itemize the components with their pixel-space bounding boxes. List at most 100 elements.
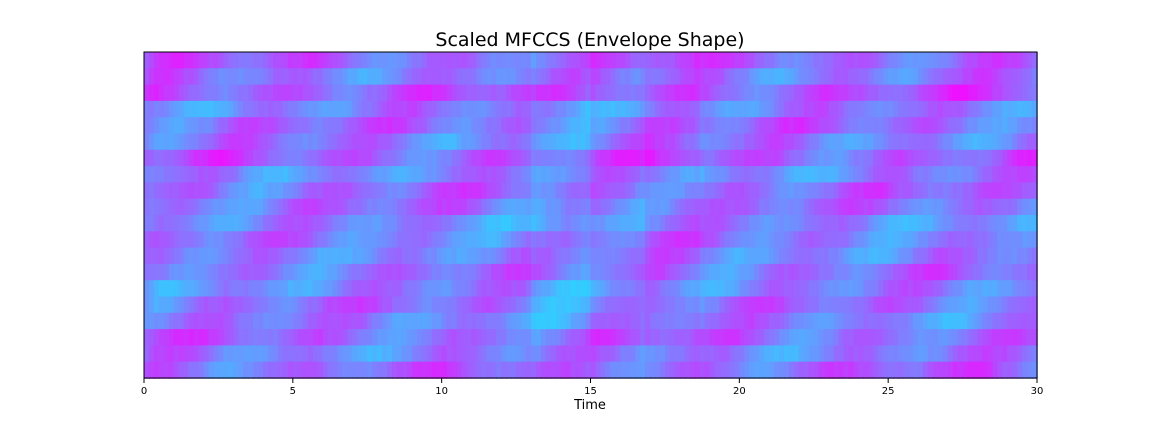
heatmap-cell [471, 133, 478, 151]
heatmap-cell [927, 263, 934, 281]
heatmap-cell [575, 52, 582, 70]
heatmap-cell [233, 100, 240, 118]
heatmap-cell [972, 182, 979, 200]
heatmap-cell [173, 215, 180, 233]
heatmap-cell [674, 133, 681, 151]
heatmap-cell [268, 345, 274, 363]
heatmap-cell [1007, 247, 1013, 265]
heatmap-cell [466, 84, 473, 102]
heatmap-cell [550, 345, 557, 363]
heatmap-cell [739, 117, 746, 135]
heatmap-cell [719, 312, 726, 330]
heatmap-cell [853, 215, 860, 233]
heatmap-cell [764, 100, 770, 118]
heatmap-cell [590, 247, 597, 265]
heatmap-cell [749, 361, 756, 379]
heatmap-cell [774, 361, 780, 379]
heatmap-cell [526, 329, 532, 347]
heatmap-cell [441, 149, 448, 167]
heatmap-cell [282, 100, 289, 118]
heatmap-cell [198, 68, 205, 86]
heatmap-cell [585, 247, 592, 265]
heatmap-cell [228, 100, 235, 118]
heatmap-cell [977, 84, 984, 102]
heatmap-cell [555, 84, 562, 102]
heatmap-cell [992, 280, 999, 298]
heatmap-cell [674, 84, 681, 102]
heatmap-cell [669, 247, 676, 265]
heatmap-cell [287, 263, 294, 281]
heatmap-cell [818, 280, 825, 298]
heatmap-cell [967, 263, 974, 281]
heatmap-cell [297, 215, 304, 233]
heatmap-cell [213, 149, 220, 167]
heatmap-cell [749, 296, 756, 314]
heatmap-cell [714, 52, 721, 70]
heatmap-cell [387, 133, 393, 151]
heatmap-cell [962, 361, 969, 379]
heatmap-cell [292, 329, 299, 347]
heatmap-cell [645, 52, 651, 70]
heatmap-cell [481, 182, 488, 200]
heatmap-cell [550, 263, 557, 281]
heatmap-cell [783, 231, 790, 249]
heatmap-cell [282, 345, 289, 363]
heatmap-cell [669, 52, 676, 70]
heatmap-cell [401, 296, 408, 314]
heatmap-cell [798, 117, 805, 135]
heatmap-cell [734, 263, 741, 281]
heatmap-cell [312, 198, 319, 216]
heatmap-cell [605, 345, 612, 363]
heatmap-cell [645, 215, 651, 233]
heatmap-cell [853, 231, 860, 249]
heatmap-cell [496, 280, 502, 298]
heatmap-cell [421, 263, 428, 281]
heatmap-cell [431, 345, 438, 363]
heatmap-cell [590, 182, 597, 200]
heatmap-cell [724, 182, 731, 200]
heatmap-cell [610, 84, 617, 102]
heatmap-cell [382, 133, 388, 151]
heatmap-cell [585, 84, 592, 102]
heatmap-cell [387, 361, 393, 379]
heatmap-cell [779, 215, 785, 233]
heatmap-cell [704, 117, 711, 135]
heatmap-cell [322, 133, 329, 151]
heatmap-cell [307, 215, 314, 233]
heatmap-cell [585, 361, 592, 379]
heatmap-cell [838, 345, 845, 363]
heatmap-cell [511, 166, 517, 184]
heatmap-cell [416, 231, 423, 249]
heatmap-cell [560, 166, 567, 184]
heatmap-cell [734, 215, 741, 233]
heatmap-cell [908, 312, 914, 330]
heatmap-cell [992, 361, 999, 379]
heatmap-cell [674, 182, 681, 200]
heatmap-cell [158, 84, 165, 102]
heatmap-cell [922, 149, 929, 167]
heatmap-cell [297, 345, 304, 363]
heatmap-cell [664, 182, 671, 200]
heatmap-cell [168, 117, 175, 135]
heatmap-cell [645, 247, 651, 265]
heatmap-cell [575, 231, 582, 249]
heatmap-cell [471, 100, 478, 118]
heatmap-cell [838, 68, 845, 86]
heatmap-cell [377, 263, 383, 281]
heatmap-cell [1022, 100, 1028, 118]
heatmap-cell [739, 68, 746, 86]
heatmap-cell [501, 133, 507, 151]
heatmap-cell [337, 296, 344, 314]
heatmap-cell [848, 100, 855, 118]
heatmap-cell [526, 296, 532, 314]
heatmap-cell [719, 149, 726, 167]
heatmap-cell [798, 296, 805, 314]
heatmap-cell [243, 149, 249, 167]
heatmap-cell [436, 329, 443, 347]
heatmap-cell [188, 263, 195, 281]
heatmap-cell [511, 68, 517, 86]
heatmap-cell [153, 215, 160, 233]
heatmap-cell [158, 280, 165, 298]
heatmap-cell [595, 231, 602, 249]
heatmap-cell [858, 117, 865, 135]
